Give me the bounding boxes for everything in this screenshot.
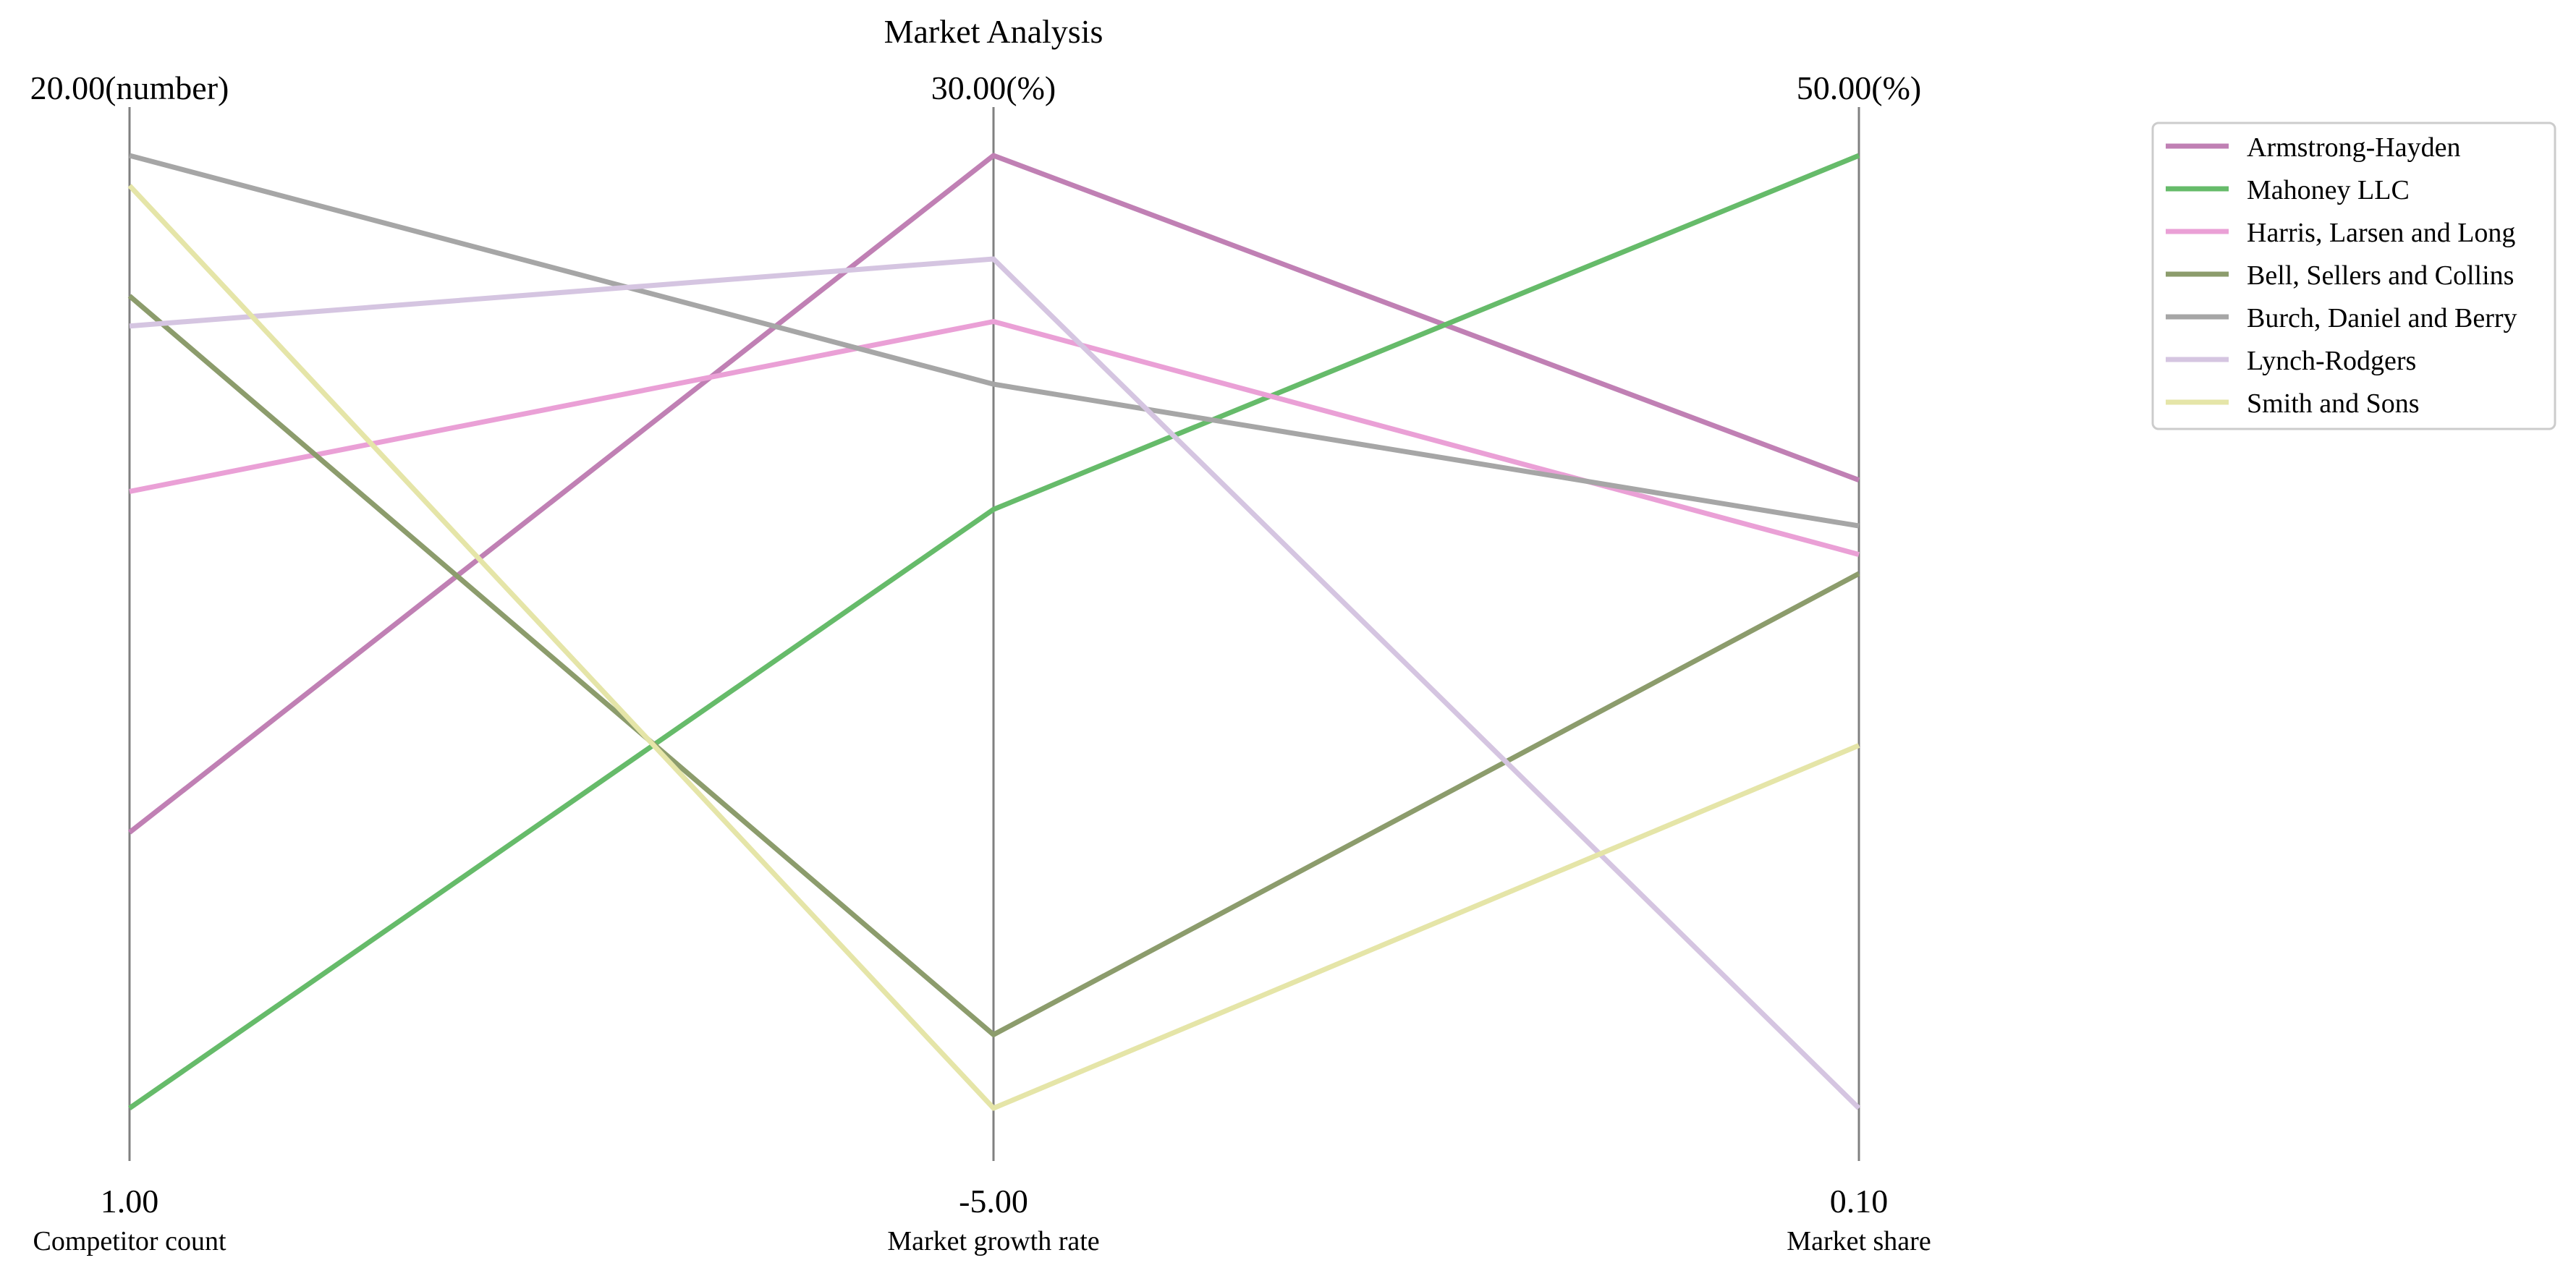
axis-title-1: Competitor count [33,1226,226,1256]
axis-title-2: Market growth rate [887,1226,1099,1256]
axis-max-label-1: 20.00(number) [30,69,229,106]
legend-label-7: Smith and Sons [2247,388,2420,419]
series-line-2 [128,153,1860,1110]
series-line-7 [127,184,1860,1111]
series-group [127,153,1861,1111]
legend-frame [2151,122,2556,430]
legend-label-6: Lynch-Rodgers [2247,346,2416,376]
legend-label-1: Armstrong-Hayden [2247,132,2460,163]
axis-min-label-2: -5.00 [959,1183,1028,1220]
series-line-6 [129,256,1861,1110]
legend-label-3: Harris, Larsen and Long [2247,218,2515,248]
legend-label-2: Mahoney LLC [2247,175,2410,205]
series-line-4 [127,294,1860,1037]
axes-group: 20.00(number) 1.00 Competitor count 30.00(%… [30,69,1931,1256]
legend: Armstrong-Hayden Mahoney LLC Harris, Larse… [2151,122,2556,430]
chart-title: Market Analysis [884,13,1103,50]
legend-label-4: Bell, Sellers and Collins [2247,260,2514,291]
axis-min-label-3: 0.10 [1830,1183,1889,1220]
axis-max-label-2: 30.00(%) [931,69,1056,106]
axis-min-label-1: 1.00 [101,1183,159,1220]
series-line-1 [127,153,1860,835]
axis-title-3: Market share [1787,1226,1931,1256]
axis-max-label-3: 50.00(%) [1797,69,1921,106]
legend-label-5: Burch, Daniel and Berry [2247,303,2517,333]
series-line-5 [129,153,1860,529]
